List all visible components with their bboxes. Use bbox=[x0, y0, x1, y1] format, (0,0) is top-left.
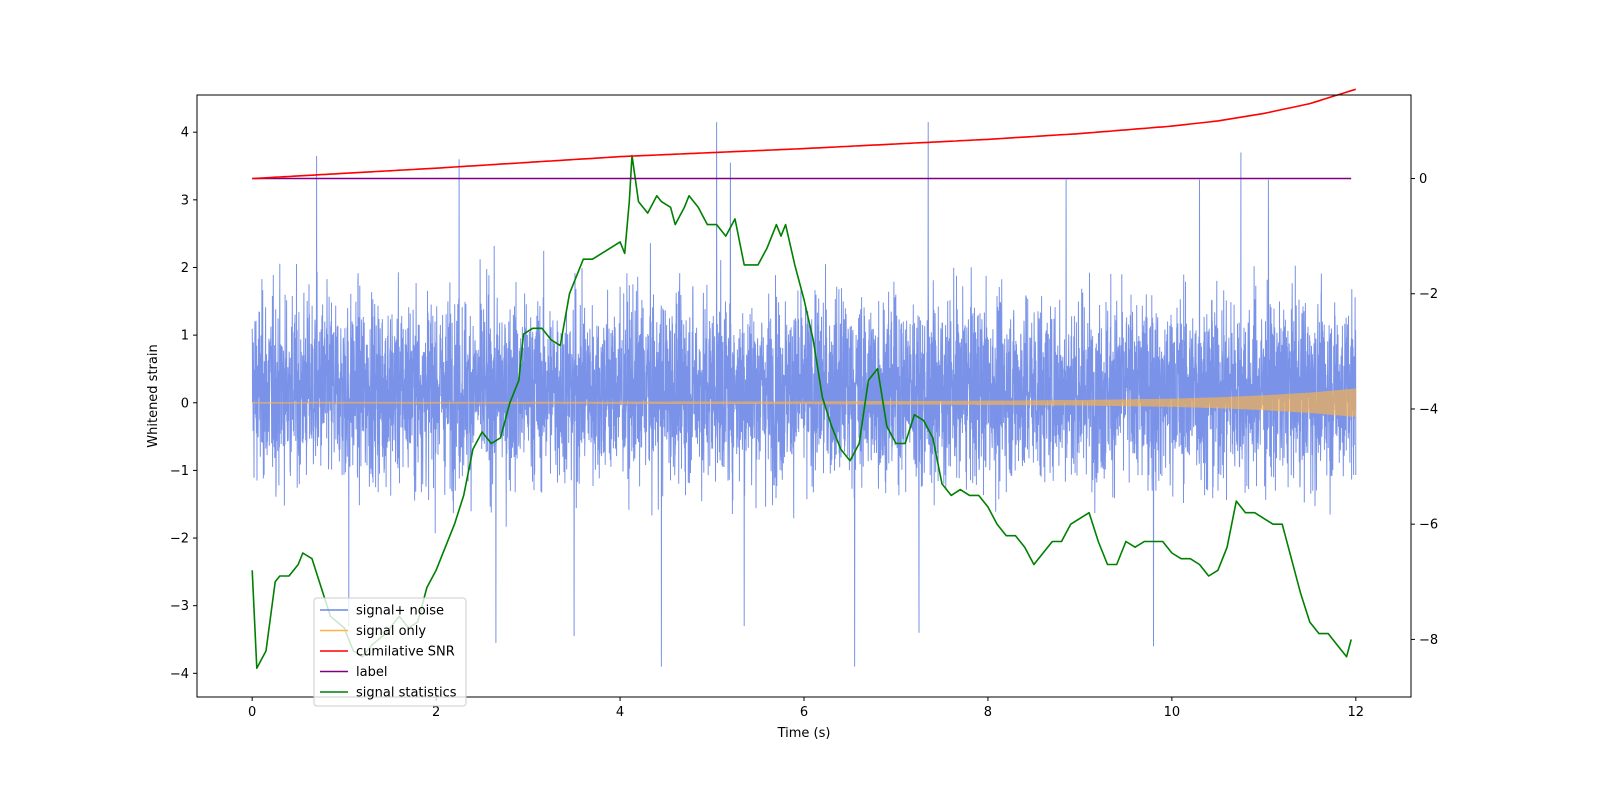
signal-noise-line bbox=[251, 122, 1357, 667]
y-tick-label: −3 bbox=[170, 599, 189, 614]
legend-label: signal statistics bbox=[356, 686, 457, 701]
y2-tick-label: −4 bbox=[1419, 402, 1438, 417]
legend-label: signal+ noise bbox=[356, 604, 444, 619]
y-tick-label: 0 bbox=[181, 396, 189, 411]
legend-box bbox=[313, 597, 467, 707]
plot-area bbox=[251, 88, 1357, 669]
y-tick-label: −2 bbox=[170, 532, 189, 547]
x-tick-label: 0 bbox=[248, 705, 256, 720]
legend: signal+ noise signal only cumilative SNR la… bbox=[313, 597, 467, 707]
y2-tick-label: −6 bbox=[1419, 518, 1438, 533]
signal-noise-layer bbox=[251, 122, 1357, 667]
y-axis-label: Whitened strain bbox=[146, 344, 161, 447]
signal-only-line bbox=[251, 388, 1357, 417]
x-axis-label: Time (s) bbox=[777, 726, 831, 741]
x-tick-label: 4 bbox=[616, 705, 624, 720]
y-tick-label: 1 bbox=[181, 329, 189, 344]
signal-only-layer bbox=[251, 388, 1357, 417]
signal-statistics-line bbox=[251, 154, 1352, 669]
y2-axis-ticks: −8 −6 −4 −2 0 bbox=[1411, 172, 1438, 648]
x-tick-label: 2 bbox=[432, 705, 440, 720]
y2-tick-label: 0 bbox=[1419, 172, 1427, 187]
cumulative-snr-line bbox=[252, 88, 1357, 180]
y-axis-ticks: −4 −3 −2 −1 0 1 2 3 4 bbox=[170, 126, 197, 682]
signal-statistics-layer bbox=[251, 154, 1352, 669]
legend-label: signal only bbox=[356, 624, 426, 639]
cumulative-snr-layer bbox=[252, 88, 1357, 180]
y-tick-label: 4 bbox=[181, 126, 189, 141]
y2-tick-label: −8 bbox=[1419, 633, 1438, 648]
legend-entries: signal+ noise signal only cumilative SNR la… bbox=[320, 604, 457, 701]
y-tick-label: −1 bbox=[170, 464, 189, 479]
legend-label: cumilative SNR bbox=[356, 645, 455, 660]
y-tick-label: −4 bbox=[170, 667, 189, 682]
x-tick-label: 6 bbox=[800, 705, 808, 720]
y2-tick-label: −2 bbox=[1419, 287, 1438, 302]
x-tick-label: 12 bbox=[1348, 705, 1365, 720]
y-tick-label: 2 bbox=[181, 261, 189, 276]
y-tick-label: 3 bbox=[181, 193, 189, 208]
x-tick-label: 10 bbox=[1164, 705, 1181, 720]
legend-label: label bbox=[356, 665, 387, 680]
x-tick-label: 8 bbox=[984, 705, 992, 720]
